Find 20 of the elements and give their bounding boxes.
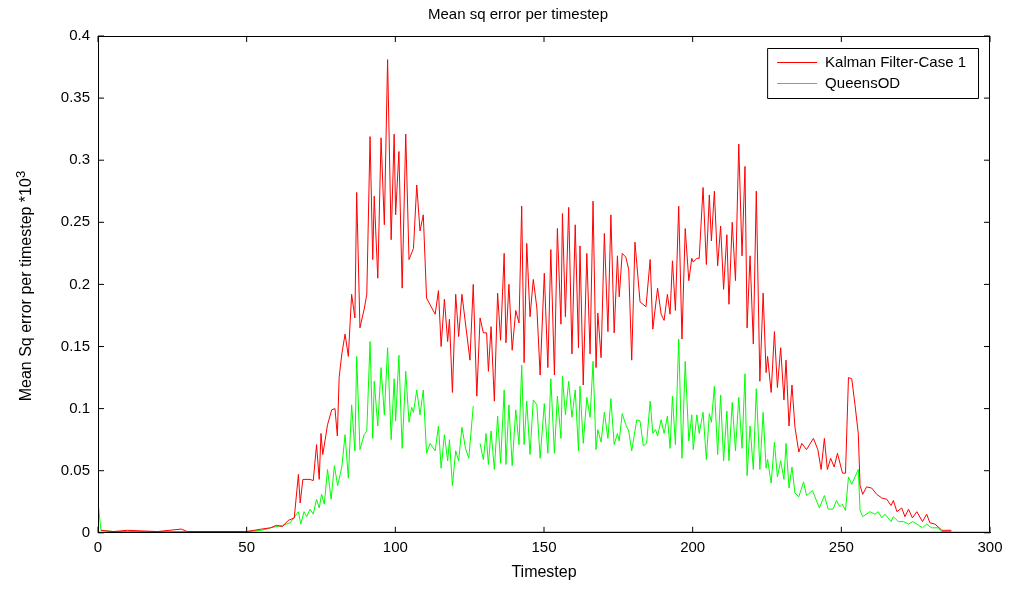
x-tick-label: 100: [382, 537, 408, 555]
y-tick-label: 0.35: [60, 88, 90, 106]
y-tick-label: 0.2: [69, 274, 90, 292]
legend-label: QueensOD: [825, 73, 901, 91]
y-tick-label: 0.05: [60, 460, 90, 478]
y-tick-label: 0.15: [60, 336, 90, 354]
chart-title: Mean sq error per timestep: [427, 5, 609, 23]
y-tick-label: 0.25: [60, 212, 90, 230]
x-tick-label: 200: [680, 537, 706, 555]
x-tick-label: 150: [531, 537, 557, 555]
x-axis-title: Timestep: [511, 562, 577, 580]
x-tick-label: 50: [238, 537, 256, 555]
x-tick-label: 250: [828, 537, 854, 555]
x-tick-label: 300: [977, 537, 1003, 555]
y-tick-label: 0.3: [69, 150, 90, 168]
y-tick-label: 0: [81, 522, 90, 540]
y-tick-label: 0.1: [69, 398, 90, 416]
x-tick-label: 0: [93, 537, 103, 555]
legend-label: Kalman Filter-Case 1: [825, 52, 967, 70]
y-tick-label: 0.4: [69, 26, 90, 44]
